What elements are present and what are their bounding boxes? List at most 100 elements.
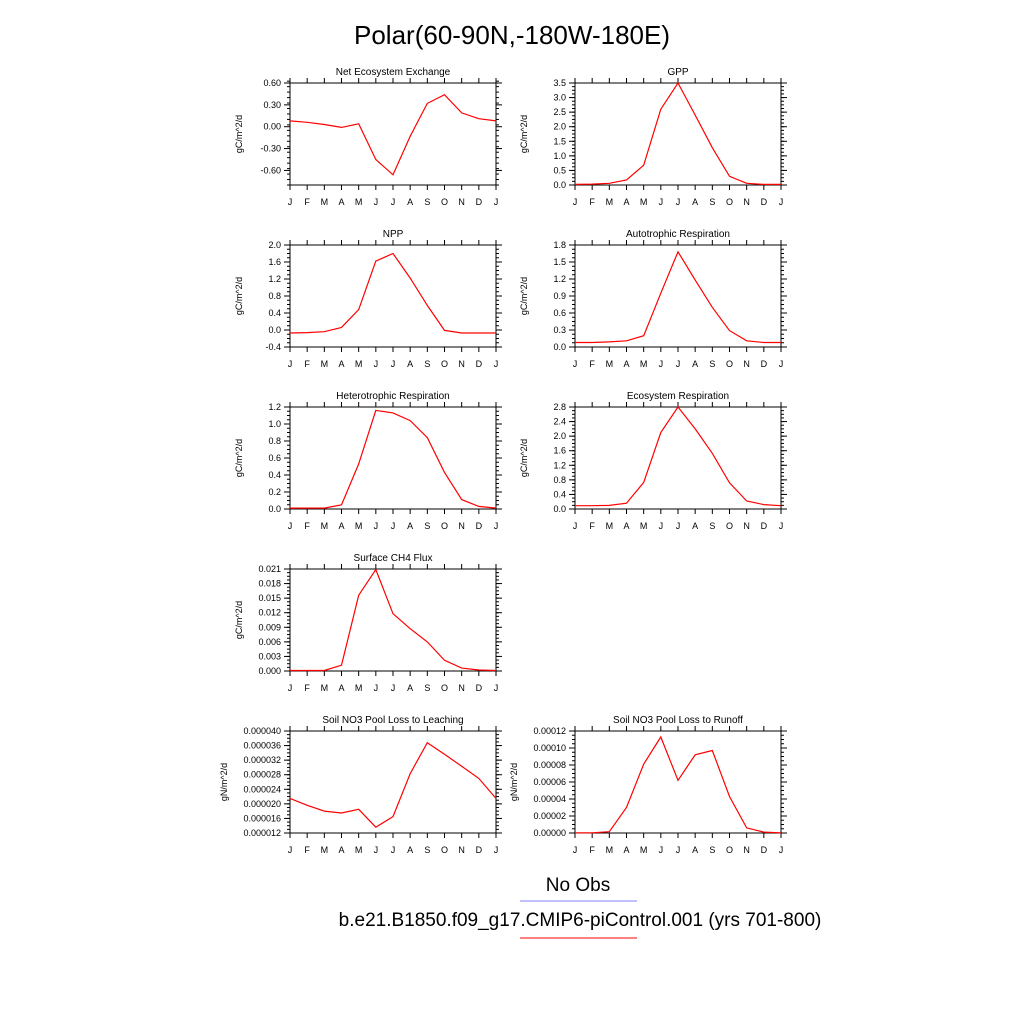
panel-title: Autotrophic Respiration xyxy=(626,229,730,240)
x-tick-label: A xyxy=(623,521,629,531)
x-tick-label: F xyxy=(304,845,310,855)
y-tick-label: 0.3 xyxy=(553,325,566,335)
y-tick-label: 0.6 xyxy=(553,308,566,318)
x-tick-label: N xyxy=(743,845,750,855)
plot-frame xyxy=(574,82,782,186)
x-tick-label: M xyxy=(355,359,363,369)
x-tick-label: M xyxy=(321,197,329,207)
y-tick-label: 0.000036 xyxy=(243,741,281,751)
x-tick-label: J xyxy=(288,197,293,207)
x-tick-label: M xyxy=(606,197,614,207)
x-tick-label: J xyxy=(391,521,396,531)
x-tick-label: O xyxy=(726,359,733,369)
y-tick-label: 0.00012 xyxy=(533,726,566,736)
x-tick-label: J xyxy=(676,521,681,531)
y-tick-label: 0.9 xyxy=(553,291,566,301)
x-tick-label: O xyxy=(441,197,448,207)
x-tick-label: F xyxy=(589,359,595,369)
y-tick-label: 0.000016 xyxy=(243,813,281,823)
x-tick-label: J xyxy=(676,197,681,207)
y-tick-label: 0.000028 xyxy=(243,770,281,780)
x-tick-label: A xyxy=(692,521,698,531)
y-tick-label: 3.0 xyxy=(553,93,566,103)
y-tick-label: 0.5 xyxy=(553,165,566,175)
x-tick-label: J xyxy=(676,359,681,369)
x-tick-label: J xyxy=(573,845,578,855)
y-tick-label: 0.018 xyxy=(258,579,281,589)
y-tick-label: 0.00 xyxy=(263,122,281,132)
panel-title: Surface CH4 Flux xyxy=(354,553,433,564)
x-tick-label: A xyxy=(407,683,413,693)
y-tick-label: 0.4 xyxy=(553,489,566,499)
x-tick-label: J xyxy=(288,683,293,693)
x-tick-label: A xyxy=(407,359,413,369)
y-tick-label: 0.003 xyxy=(258,651,281,661)
x-tick-label: J xyxy=(494,683,499,693)
y-axis-label: gC/m^2/d xyxy=(519,439,529,477)
y-tick-label: 0.0 xyxy=(553,180,566,190)
x-tick-label: M xyxy=(640,845,648,855)
y-axis-label: gC/m^2/d xyxy=(234,601,244,639)
legend-entry-model: b.e21.B1850.f09_g17.CMIP6-piControl.001 … xyxy=(339,910,822,931)
panel-title: GPP xyxy=(667,67,688,78)
x-tick-label: J xyxy=(288,359,293,369)
x-tick-label: S xyxy=(424,683,430,693)
x-tick-label: J xyxy=(288,845,293,855)
y-tick-label: 0.8 xyxy=(268,291,281,301)
series-line xyxy=(574,81,781,185)
panel-title: Soil NO3 Pool Loss to Runoff xyxy=(613,715,743,726)
x-tick-label: M xyxy=(321,521,329,531)
x-tick-label: N xyxy=(743,359,750,369)
series-line xyxy=(290,409,497,509)
x-tick-label: S xyxy=(424,845,430,855)
series-line xyxy=(575,250,781,344)
y-tick-label: 0.00006 xyxy=(533,777,566,787)
x-tick-label: M xyxy=(321,683,329,693)
x-tick-label: A xyxy=(338,359,344,369)
y-tick-label: 0.0 xyxy=(553,342,566,352)
x-tick-label: J xyxy=(779,521,784,531)
x-tick-label: M xyxy=(640,521,648,531)
x-tick-label: J xyxy=(374,845,379,855)
x-tick-label: A xyxy=(407,845,413,855)
x-tick-label: J xyxy=(573,521,578,531)
y-axis-label: gC/m^2/d xyxy=(519,277,529,315)
y-tick-label: 1.6 xyxy=(553,446,566,456)
x-tick-label: M xyxy=(640,359,648,369)
series-line xyxy=(289,93,497,176)
x-tick-label: A xyxy=(623,197,629,207)
x-tick-label: J xyxy=(494,197,499,207)
x-tick-label: J xyxy=(779,359,784,369)
x-tick-label: J xyxy=(573,359,578,369)
series-line xyxy=(575,405,782,507)
x-tick-label: N xyxy=(458,845,465,855)
plot-frame xyxy=(289,568,497,672)
x-tick-label: F xyxy=(589,845,595,855)
y-tick-label: -0.4 xyxy=(265,342,281,352)
panel-title: Heterotrophic Respiration xyxy=(336,391,449,402)
y-tick-label: 1.2 xyxy=(268,402,281,412)
x-tick-label: J xyxy=(374,521,379,531)
x-tick-label: J xyxy=(391,359,396,369)
x-tick-label: M xyxy=(640,197,648,207)
y-tick-label: 0.6 xyxy=(268,453,281,463)
x-tick-label: M xyxy=(321,845,329,855)
y-axis-label: gC/m^2/d xyxy=(519,115,529,153)
x-tick-label: D xyxy=(761,845,768,855)
plot-frame xyxy=(574,244,782,348)
x-tick-label: J xyxy=(374,197,379,207)
x-tick-label: O xyxy=(441,683,448,693)
plot-frame xyxy=(289,730,497,834)
x-tick-label: A xyxy=(407,197,413,207)
y-tick-label: 0.00010 xyxy=(533,743,566,753)
chart-panel: Soil NO3 Pool Loss to Leaching gN/m^2/d J F… xyxy=(219,715,502,855)
y-tick-label: 0.00002 xyxy=(533,811,566,821)
x-tick-label: A xyxy=(623,845,629,855)
x-tick-label: S xyxy=(424,197,430,207)
x-tick-label: A xyxy=(623,359,629,369)
x-tick-label: J xyxy=(494,845,499,855)
